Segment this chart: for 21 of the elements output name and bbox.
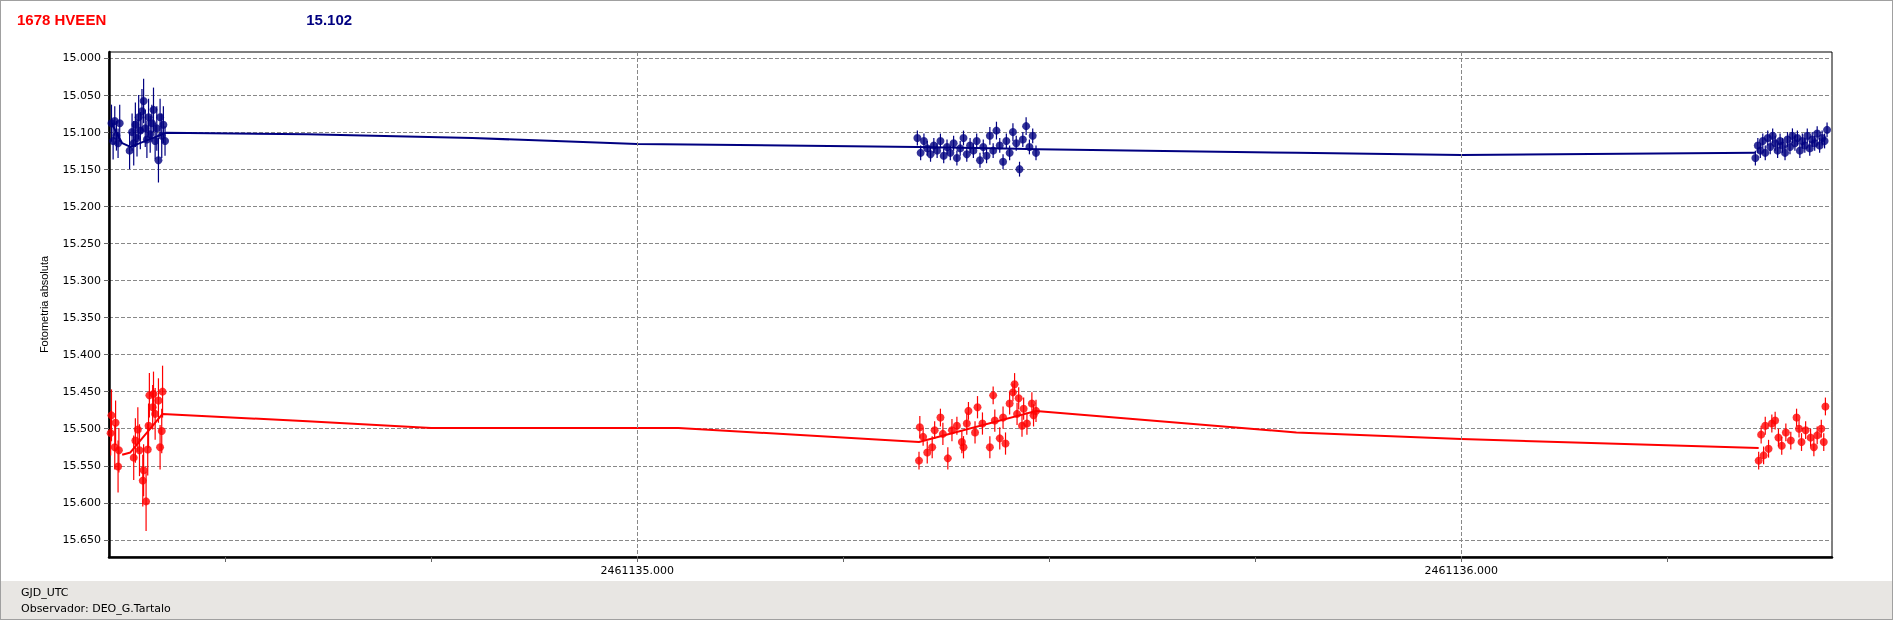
- text: Observador: DEO_G.Tartalo: [21, 602, 171, 615]
- text: 15.102: [306, 11, 353, 28]
- x-tick-label: 2461136.000: [1424, 564, 1498, 577]
- y-tick-label: 15.150: [62, 162, 101, 176]
- y-tick-label: 15.200: [62, 199, 101, 213]
- y-tick-label: 15.400: [62, 348, 101, 362]
- y-tick-label: 15.500: [62, 422, 101, 436]
- y-tick-label: 15.300: [62, 273, 101, 287]
- y-tick-label: 15.350: [62, 310, 101, 324]
- x-axis-title: GJD_UTC: [21, 586, 69, 599]
- y-tick-label: 15.600: [62, 496, 101, 510]
- text: 1678 HVEEN: [17, 11, 107, 28]
- y-tick-label: 15.550: [62, 459, 101, 473]
- y-tick-label: 15.650: [62, 533, 101, 547]
- y-axis-title: Fotometria absoluta: [37, 255, 50, 354]
- y-tick-label: 15.100: [62, 125, 101, 139]
- y-tick-label: 15.450: [62, 385, 101, 399]
- y-tick-label: 15.050: [62, 88, 101, 102]
- y-tick-label: 15.250: [62, 236, 101, 250]
- y-tick-label: 15.000: [62, 51, 101, 65]
- x-tick-label: 2461135.000: [600, 564, 674, 577]
